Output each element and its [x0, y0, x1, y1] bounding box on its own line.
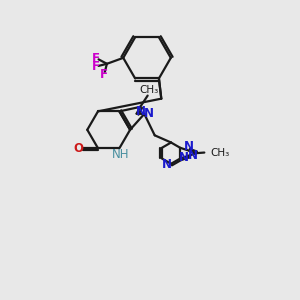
Text: N: N: [179, 151, 189, 164]
Text: O: O: [74, 142, 83, 155]
Text: N: N: [136, 105, 146, 118]
Text: F: F: [92, 60, 100, 73]
Text: N: N: [143, 107, 154, 120]
Text: N: N: [188, 149, 198, 162]
Text: CH₃: CH₃: [139, 85, 158, 95]
Text: F: F: [92, 52, 100, 65]
Text: F: F: [100, 68, 108, 81]
Text: NH: NH: [112, 148, 129, 161]
Text: CH₃: CH₃: [210, 148, 229, 158]
Text: N: N: [184, 140, 194, 153]
Text: N: N: [162, 158, 172, 172]
